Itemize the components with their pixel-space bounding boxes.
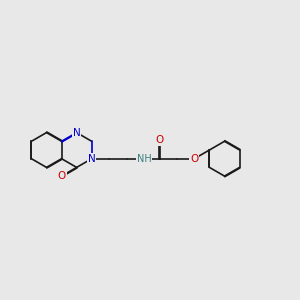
Text: NH: NH (136, 154, 151, 164)
Text: N: N (73, 128, 80, 138)
Text: O: O (57, 171, 66, 181)
Text: O: O (155, 135, 164, 145)
Text: O: O (190, 154, 199, 164)
Text: N: N (88, 154, 96, 164)
